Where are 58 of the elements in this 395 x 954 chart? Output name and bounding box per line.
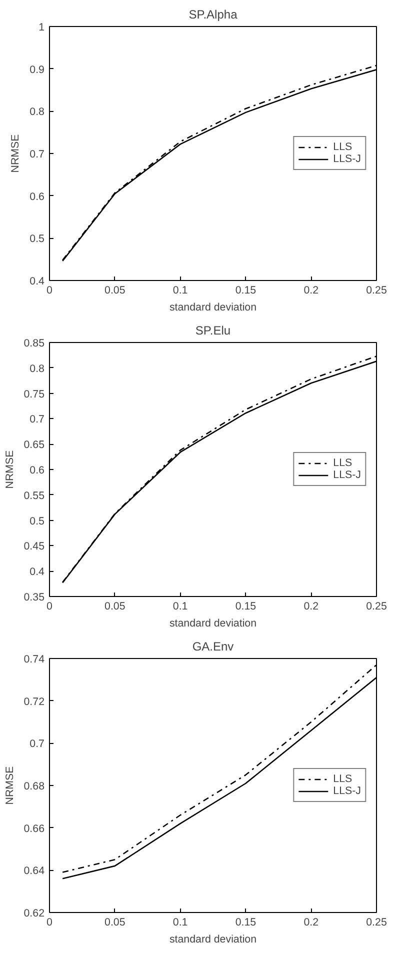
y-axis-title: NRMSE xyxy=(4,766,16,805)
x-tick-label: 0 xyxy=(46,284,53,296)
legend-label: LLS-J xyxy=(333,153,361,165)
x-tick-label: 0.25 xyxy=(366,600,387,612)
x-tick-label: 0.1 xyxy=(172,916,188,928)
y-tick-label: 0.5 xyxy=(30,515,45,528)
y-tick-label: 0.8 xyxy=(30,106,45,118)
x-axis-title: standard deviation xyxy=(169,618,257,630)
legend-label: LLS xyxy=(333,457,354,469)
legend-label: LLS-J xyxy=(333,785,361,797)
y-axis-title: NRMSE xyxy=(10,134,22,173)
y-tick-label: 0.62 xyxy=(24,908,45,920)
y-tick-label: 0.7 xyxy=(30,738,45,750)
x-tick-label: 0.2 xyxy=(304,600,319,612)
x-axis-title: standard deviation xyxy=(169,934,257,946)
y-tick-label: 0.45 xyxy=(24,540,45,553)
y-tick-label: 0.7 xyxy=(30,414,45,426)
y-tick-label: 0.6 xyxy=(30,464,45,476)
y-tick-label: 0.35 xyxy=(24,592,45,604)
y-tick-label: 0.85 xyxy=(24,338,45,350)
x-tick-label: 0.15 xyxy=(235,916,256,928)
y-tick-label: 0.4 xyxy=(30,276,45,288)
legend-label: LLS-J xyxy=(333,469,361,481)
x-tick-label: 0 xyxy=(46,600,53,612)
x-tick-label: 0.1 xyxy=(172,600,188,612)
x-tick-label: 0.05 xyxy=(104,284,126,296)
y-tick-label: 0.9 xyxy=(30,64,45,76)
x-tick-label: 0.15 xyxy=(235,284,256,296)
y-tick-label: 0.72 xyxy=(24,696,45,708)
legend-label: LLS xyxy=(333,773,354,785)
x-tick-label: 0.05 xyxy=(104,600,126,612)
y-tick-label: 0.4 xyxy=(30,566,45,578)
x-tick-label: 0.25 xyxy=(366,916,387,928)
y-tick-label: 0.65 xyxy=(24,439,45,452)
y-tick-label: 0.6 xyxy=(30,190,45,203)
x-tick-label: 0.2 xyxy=(304,916,319,928)
x-axis-title: standard deviation xyxy=(169,302,257,314)
y-tick-label: 0.7 xyxy=(30,148,45,160)
chart-title: SP.Elu xyxy=(195,324,231,338)
x-tick-label: 0.05 xyxy=(104,916,126,928)
y-tick-label: 1 xyxy=(38,22,45,34)
x-tick-label: 0.25 xyxy=(366,284,387,296)
x-tick-label: 0.2 xyxy=(304,284,319,296)
y-tick-label: 0.75 xyxy=(24,388,45,400)
y-tick-label: 0.55 xyxy=(24,490,45,502)
x-tick-label: 0.15 xyxy=(235,600,256,612)
legend-label: LLS xyxy=(333,141,354,153)
y-tick-label: 0.66 xyxy=(24,822,45,835)
y-tick-label: 0.68 xyxy=(24,780,45,792)
x-tick-label: 0 xyxy=(46,916,53,928)
x-tick-label: 0.1 xyxy=(172,284,188,296)
y-tick-label: 0.64 xyxy=(24,865,45,878)
chart-title: GA.Env xyxy=(192,640,234,654)
y-tick-label: 0.8 xyxy=(30,362,45,375)
y-tick-label: 0.74 xyxy=(24,654,45,666)
y-axis-title: NRMSE xyxy=(4,450,16,489)
chart-title: SP.Alpha xyxy=(188,8,238,22)
y-tick-label: 0.5 xyxy=(30,233,45,246)
